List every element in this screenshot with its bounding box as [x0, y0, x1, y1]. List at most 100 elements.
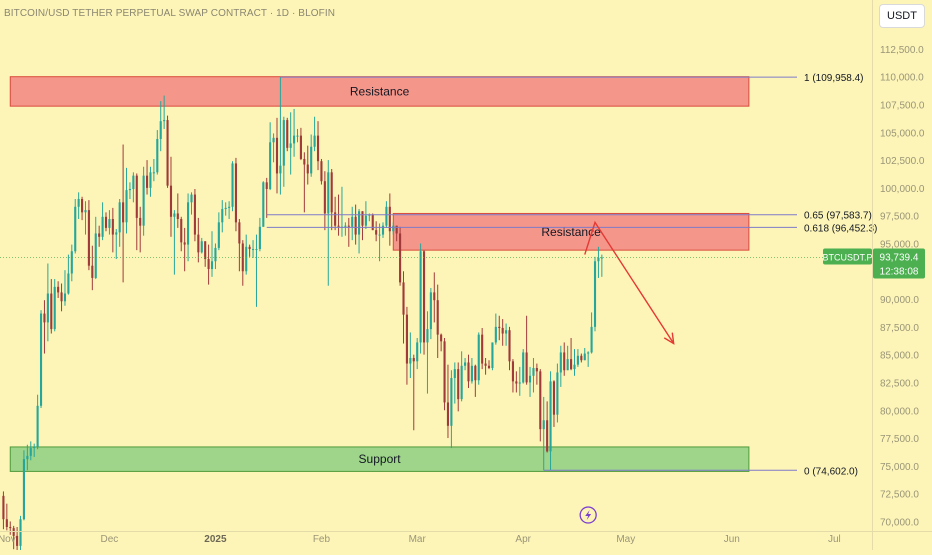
candle-body	[525, 352, 528, 383]
price-tick-label: 87,500.0	[880, 323, 919, 334]
currency-button[interactable]: USDT	[879, 4, 925, 28]
candle-body	[505, 330, 508, 334]
price-tick-label: 112,500.0	[880, 45, 924, 56]
time-tick-label: Jul	[828, 534, 841, 545]
countdown-label: 12:38:08	[880, 266, 919, 277]
price-tick-label: 102,500.0	[880, 156, 925, 167]
candle-body	[269, 142, 272, 189]
candle-body	[125, 190, 128, 223]
candle-body	[385, 206, 388, 226]
candle-body	[122, 202, 125, 223]
candle-body	[299, 135, 302, 159]
candle-body	[593, 261, 597, 327]
candle-body	[556, 372, 559, 415]
candle-body	[19, 519, 22, 546]
candle-body	[570, 359, 573, 370]
candle-body	[416, 342, 419, 362]
last-price-label: 93,739.4	[880, 252, 919, 263]
candle-body	[487, 365, 491, 369]
candle-body	[176, 213, 179, 220]
candle-body	[563, 352, 566, 371]
candle-body	[57, 286, 60, 293]
candle-body	[36, 405, 39, 447]
candle-body	[327, 172, 330, 214]
candle-body	[166, 120, 169, 186]
time-tick-label: Apr	[515, 534, 531, 545]
zone-label-resistance: Resistance	[350, 84, 410, 98]
candle-body	[81, 199, 84, 213]
candle-body	[77, 199, 80, 207]
price-tick-label: 97,500.0	[880, 212, 919, 223]
candle-body	[344, 225, 347, 227]
time-tick-label: Jun	[724, 534, 740, 545]
price-tick-label: 82,500.0	[880, 378, 919, 389]
projection-path	[584, 220, 675, 344]
candle-body	[5, 519, 8, 527]
price-tick-label: 70,000.0	[880, 517, 919, 528]
price-tick-label: 110,000.0	[880, 73, 924, 84]
candle-body	[477, 334, 480, 381]
candle-body	[132, 175, 135, 189]
candle-body	[381, 225, 385, 235]
candle-body	[306, 164, 309, 174]
candle-body	[436, 300, 439, 335]
last-price-layer: BTCUSDT.P 93,739.4 12:38:08	[0, 248, 925, 524]
candle-body	[364, 215, 367, 226]
candle-body	[316, 135, 320, 162]
candle-body	[313, 135, 316, 147]
candle-body	[446, 402, 450, 426]
candle-body	[405, 314, 408, 364]
candle-body	[163, 120, 166, 122]
symbol-label: BTCUSDT.P	[822, 252, 872, 262]
candle-body	[145, 175, 149, 188]
candle-body	[224, 207, 227, 210]
price-tick-label: 85,000.0	[880, 351, 919, 362]
candle-body	[231, 163, 234, 207]
candle-body	[542, 420, 545, 430]
candle-body	[60, 292, 63, 302]
candle-body	[101, 216, 104, 237]
candle-body	[258, 226, 261, 250]
candle-body	[481, 334, 484, 364]
time-tick-label: May	[616, 534, 635, 545]
projection-arrowhead	[663, 332, 675, 345]
price-tick-label: 95,000.0	[880, 239, 919, 250]
price-tick-label: 90,000.0	[880, 295, 919, 306]
candle-body	[94, 233, 97, 278]
candle-body	[245, 246, 248, 272]
candle-body	[289, 143, 292, 148]
candle-body	[546, 420, 549, 452]
zone-resistance-1	[392, 212, 750, 251]
symbol-tag	[823, 248, 872, 265]
candle-body	[351, 216, 354, 227]
candle-body	[149, 172, 152, 188]
price-tick-label: 72,500.0	[880, 490, 919, 501]
chart-title: BITCOIN/USD TETHER PERPETUAL SWAP CONTRA…	[4, 8, 336, 19]
candle-body	[375, 230, 378, 235]
candle-body	[26, 455, 29, 460]
candle-body	[193, 194, 196, 235]
candle-body	[549, 381, 552, 452]
candle-body	[210, 261, 214, 270]
candle-body	[159, 121, 162, 139]
candle-body	[464, 362, 467, 366]
candle-body	[587, 352, 590, 354]
lightning-glyph	[585, 510, 592, 520]
candle-body	[128, 188, 132, 191]
candle-body	[2, 495, 5, 520]
candle-body	[330, 172, 333, 213]
candle-body	[234, 163, 238, 223]
candle-body	[135, 175, 138, 218]
candle-body	[402, 282, 405, 315]
zone-support-2	[9, 446, 750, 472]
candle-body	[552, 381, 556, 415]
candle-body	[238, 222, 241, 244]
candle-body	[152, 172, 155, 174]
candle-body	[183, 242, 186, 245]
candle-body	[9, 527, 12, 529]
candle-body	[470, 365, 473, 382]
candle-body	[262, 182, 265, 227]
